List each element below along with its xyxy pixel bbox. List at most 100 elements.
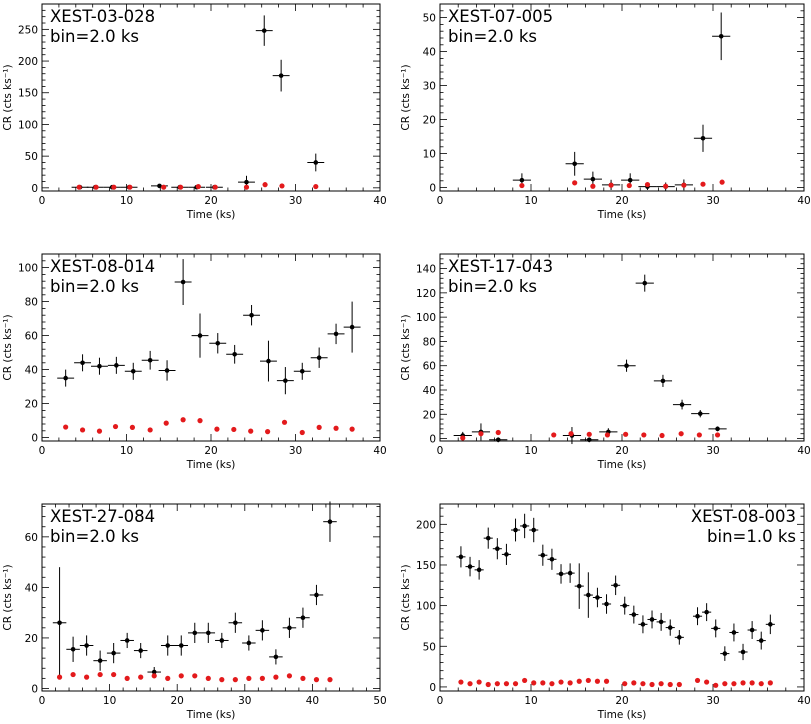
y-axis-label: CR (cts ks⁻¹) bbox=[400, 64, 412, 130]
background-point bbox=[678, 431, 684, 437]
background-point bbox=[299, 429, 305, 436]
background-point bbox=[300, 675, 306, 681]
data-point bbox=[233, 620, 238, 626]
data-point bbox=[476, 567, 482, 573]
x-axis-label: Time (ks) bbox=[186, 459, 236, 471]
x-tick-label: 40 bbox=[373, 445, 386, 457]
background-point bbox=[197, 418, 203, 424]
background-point bbox=[195, 183, 201, 190]
background-point bbox=[205, 675, 211, 681]
background-point bbox=[163, 420, 169, 426]
background-point bbox=[495, 429, 501, 436]
background-point bbox=[313, 183, 319, 190]
data-point bbox=[299, 369, 305, 374]
data-point bbox=[495, 437, 501, 443]
y-tick-label: 50 bbox=[423, 641, 436, 653]
bin-label: bin=2.0 ks bbox=[50, 277, 139, 296]
data-point bbox=[215, 340, 221, 346]
data-point bbox=[261, 28, 267, 33]
data-point bbox=[590, 176, 596, 182]
data-point bbox=[111, 650, 116, 656]
background-point bbox=[232, 677, 238, 683]
y-tick-label: 60 bbox=[25, 331, 38, 343]
data-point bbox=[604, 601, 609, 607]
data-point bbox=[513, 527, 518, 533]
background-point bbox=[623, 431, 629, 437]
data-point bbox=[749, 627, 755, 633]
x-tick-label: 0 bbox=[437, 195, 444, 207]
data-point bbox=[333, 331, 339, 337]
background-point bbox=[111, 671, 117, 678]
chart-panel: 0 10 20 30 40 0 10 20 30 40 50 Time (ks) CR (cts ks⁻… bbox=[400, 3, 811, 221]
data-point bbox=[649, 617, 655, 622]
data-point bbox=[164, 368, 170, 373]
x-axis-label: Time (ks) bbox=[186, 209, 236, 221]
data-point bbox=[57, 620, 62, 626]
background-point bbox=[594, 678, 601, 684]
x-tick-label: 20 bbox=[204, 445, 217, 457]
background-point bbox=[719, 179, 725, 185]
data-point bbox=[138, 648, 143, 653]
background-point bbox=[740, 680, 746, 686]
background-point bbox=[262, 182, 268, 188]
background-point bbox=[749, 680, 755, 686]
x-tick-label: 10 bbox=[103, 695, 116, 707]
y-tick-label: 100 bbox=[416, 601, 436, 613]
data-point bbox=[722, 651, 728, 656]
panel-title: XEST-08-003 bbox=[691, 507, 796, 526]
background-point bbox=[767, 680, 773, 686]
x-tick-label: 0 bbox=[39, 695, 46, 707]
background-point bbox=[649, 681, 655, 688]
data-point bbox=[558, 571, 564, 577]
x-tick-label: 40 bbox=[306, 695, 319, 707]
background-point bbox=[478, 431, 484, 437]
x-tick-label: 10 bbox=[524, 695, 537, 707]
data-point bbox=[758, 638, 764, 643]
data-point bbox=[316, 355, 322, 361]
background-point bbox=[243, 184, 250, 190]
background-point bbox=[667, 681, 673, 688]
background-point bbox=[512, 681, 519, 687]
background-point bbox=[79, 427, 86, 433]
background-point bbox=[696, 432, 702, 438]
chart-panel: 0 10 20 30 40 0 20 40 60 80 100 120 140 Time (ks) CR (… bbox=[400, 253, 811, 471]
background-point bbox=[76, 184, 82, 190]
x-axis-label: Time (ks) bbox=[186, 709, 236, 721]
panel-title: XEST-08-014 bbox=[50, 257, 155, 276]
y-tick-label: 20 bbox=[25, 633, 38, 645]
y-tick-label: 140 bbox=[416, 264, 436, 276]
y-tick-label: 100 bbox=[18, 119, 38, 131]
panel-title: XEST-17-043 bbox=[448, 257, 553, 276]
background-point bbox=[111, 184, 117, 190]
x-tick-label: 20 bbox=[615, 195, 628, 207]
x-tick-label: 10 bbox=[524, 445, 537, 457]
bin-label: bin=2.0 ks bbox=[448, 27, 537, 46]
data-point bbox=[124, 638, 130, 643]
background-point bbox=[286, 673, 293, 679]
data-series bbox=[458, 677, 773, 688]
background-point bbox=[279, 183, 285, 189]
background-point bbox=[758, 681, 764, 687]
data-point bbox=[679, 402, 685, 407]
y-tick-label: 20 bbox=[423, 115, 436, 127]
background-point bbox=[704, 679, 710, 685]
y-tick-label: 10 bbox=[423, 149, 436, 161]
background-point bbox=[112, 423, 119, 430]
data-point bbox=[549, 556, 555, 562]
x-tick-label: 20 bbox=[615, 445, 628, 457]
x-tick-label: 30 bbox=[706, 695, 719, 707]
background-point bbox=[572, 180, 578, 186]
background-point bbox=[127, 184, 133, 190]
data-point bbox=[327, 519, 333, 524]
y-tick-label: 40 bbox=[423, 385, 436, 397]
data-point bbox=[627, 177, 633, 183]
bin-label: bin=2.0 ks bbox=[448, 277, 537, 296]
data-point bbox=[314, 592, 319, 598]
data-point bbox=[522, 523, 527, 529]
background-point bbox=[494, 681, 500, 687]
y-tick-label: 20 bbox=[423, 409, 436, 421]
y-tick-label: 100 bbox=[416, 312, 436, 324]
background-point bbox=[192, 673, 198, 679]
x-tick-label: 10 bbox=[120, 445, 133, 457]
